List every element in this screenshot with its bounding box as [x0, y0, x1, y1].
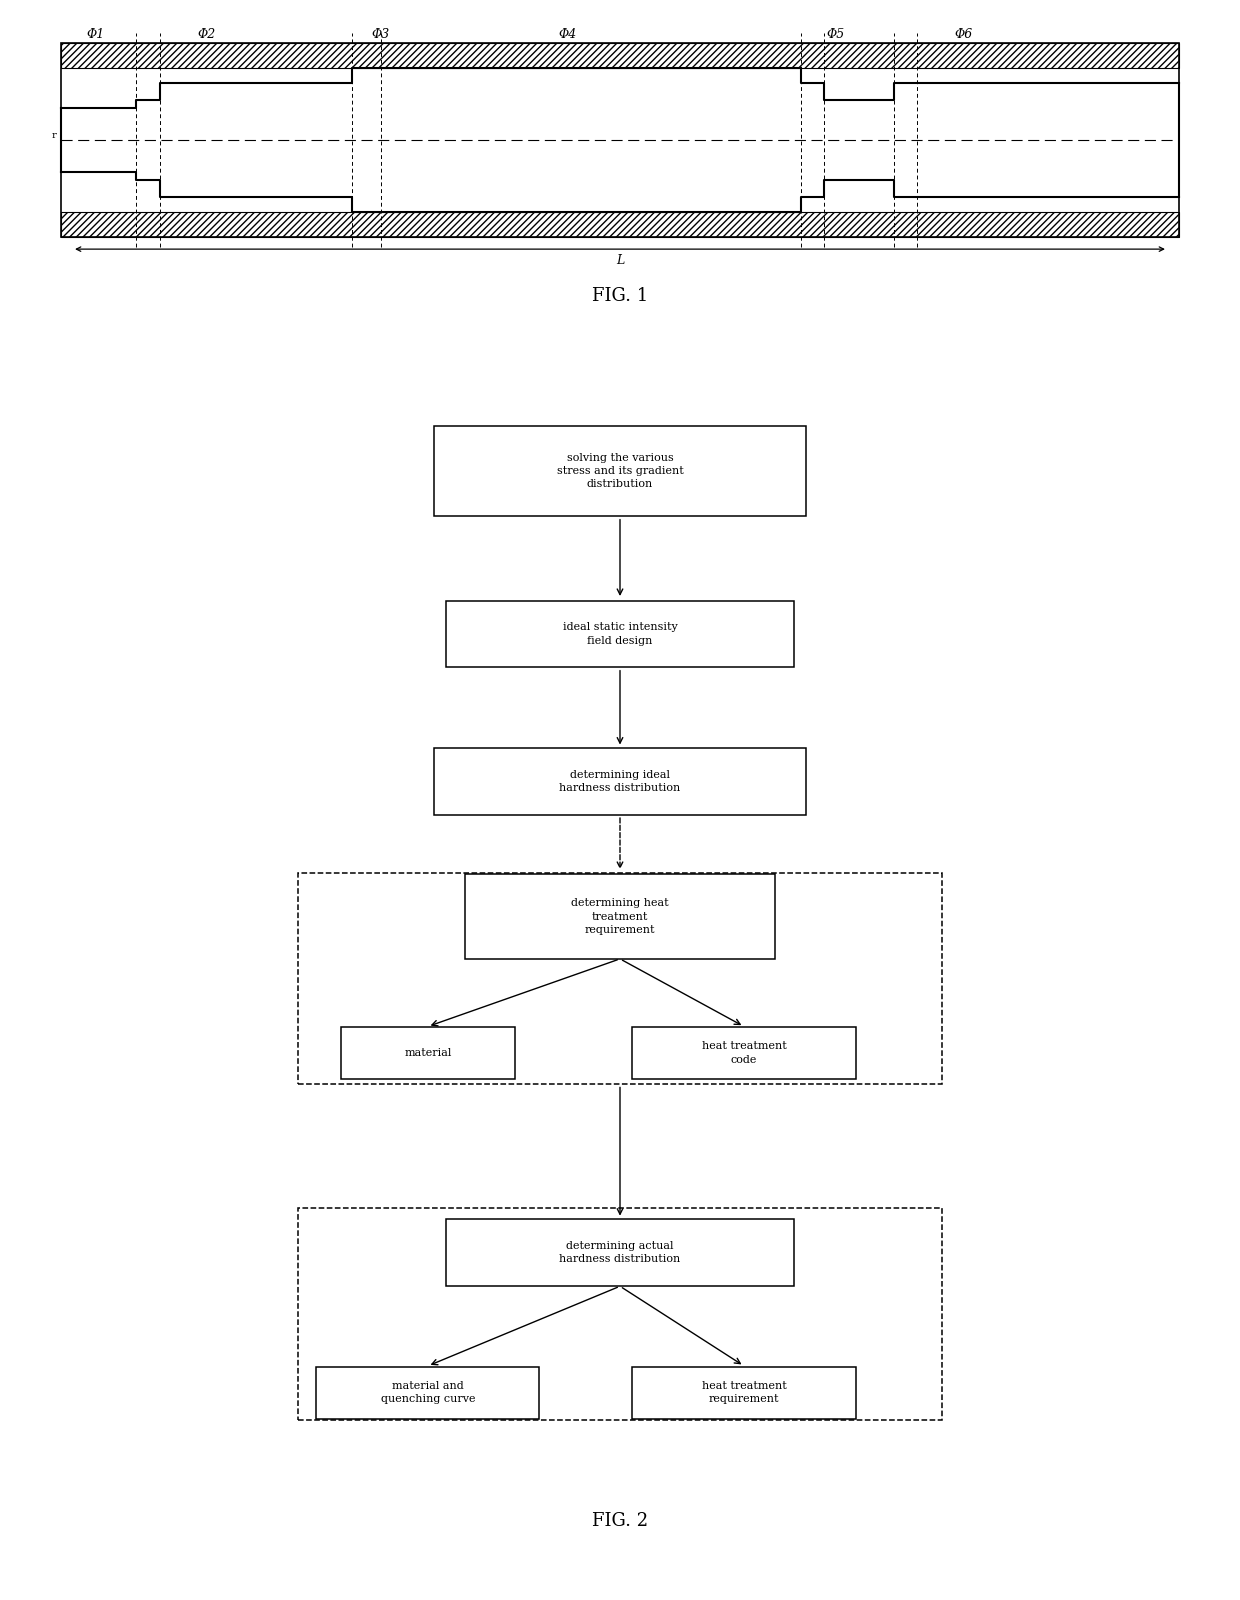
Text: Φ3: Φ3	[372, 29, 391, 42]
Bar	[298, 872, 942, 1083]
Text: Φ5: Φ5	[827, 29, 844, 42]
Text: Φ2: Φ2	[197, 29, 216, 42]
Bar	[434, 749, 806, 814]
Text: determining ideal
hardness distribution: determining ideal hardness distribution	[559, 770, 681, 794]
Text: determining actual
hardness distribution: determining actual hardness distribution	[559, 1242, 681, 1264]
Text: Φ6: Φ6	[955, 29, 973, 42]
Bar	[61, 43, 1179, 69]
Text: L: L	[616, 254, 624, 267]
Text: determining heat
treatment
requirement: determining heat treatment requirement	[572, 898, 668, 934]
Bar	[446, 600, 794, 667]
Bar	[465, 874, 775, 958]
Bar	[632, 1366, 856, 1419]
Bar	[446, 1219, 794, 1286]
Text: heat treatment
requirement: heat treatment requirement	[702, 1381, 786, 1405]
Text: ideal static intensity
field design: ideal static intensity field design	[563, 622, 677, 645]
Bar	[341, 1027, 515, 1078]
Text: FIG. 1: FIG. 1	[591, 286, 649, 306]
Text: material: material	[404, 1048, 451, 1058]
Bar	[434, 426, 806, 517]
Text: FIG. 2: FIG. 2	[591, 1512, 649, 1530]
Text: material and
quenching curve: material and quenching curve	[381, 1381, 475, 1405]
Bar	[316, 1366, 539, 1419]
Bar	[632, 1027, 856, 1078]
Text: heat treatment
code: heat treatment code	[702, 1042, 786, 1064]
Text: Φ1: Φ1	[87, 29, 104, 42]
Text: r: r	[51, 131, 56, 139]
Bar	[61, 211, 1179, 237]
Text: solving the various
stress and its gradient
distribution: solving the various stress and its gradi…	[557, 453, 683, 490]
Bar	[298, 1208, 942, 1419]
Text: Φ4: Φ4	[558, 29, 577, 42]
Bar	[61, 43, 1179, 237]
